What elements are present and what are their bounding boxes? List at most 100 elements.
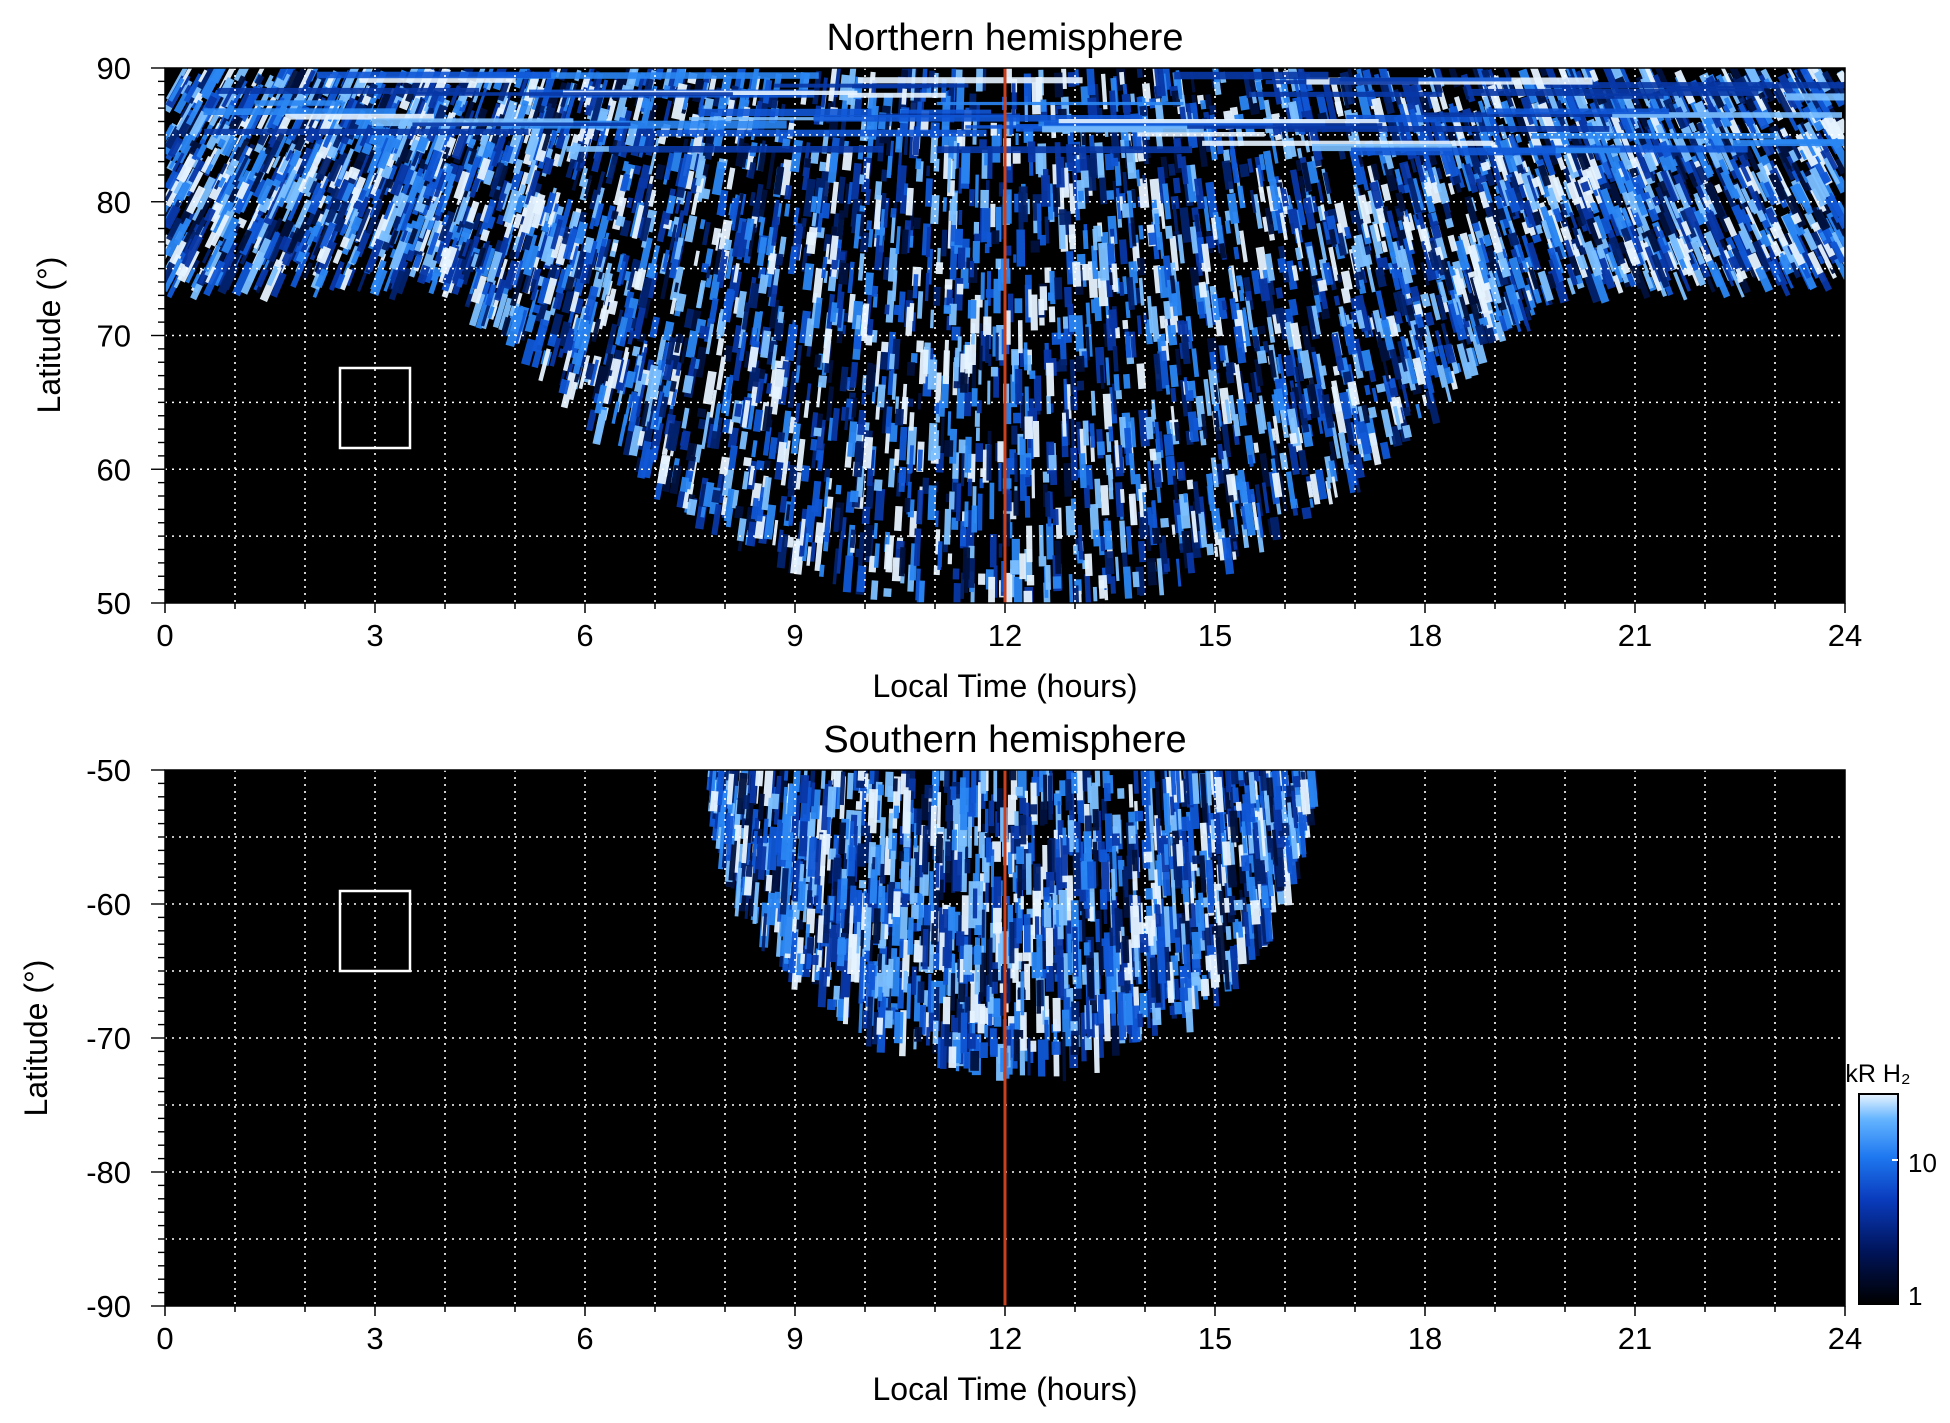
emission-streak: [949, 245, 958, 281]
emission-streak: [1044, 492, 1051, 517]
emission-streak: [601, 272, 613, 302]
emission-streak: [1379, 441, 1391, 460]
emission-streak: [332, 249, 343, 265]
emission-streak: [1433, 346, 1440, 357]
emission-streak: [694, 358, 700, 370]
emission-streak: [998, 543, 1003, 558]
emission-streak: [890, 214, 896, 244]
emission-streak: [1395, 191, 1407, 213]
emission-streak: [940, 417, 945, 456]
emission-streak: [354, 94, 366, 111]
emission-streak: [1054, 72, 1064, 98]
emission-streak: [1271, 393, 1281, 424]
emission-streak: [1054, 540, 1062, 574]
emission-streak: [1056, 317, 1062, 340]
emission-streak: [1648, 149, 1659, 167]
emission-streak: [1688, 160, 1702, 184]
emission-streak: [913, 217, 921, 230]
emission-streak: [356, 154, 370, 179]
emission-streak: [1108, 487, 1114, 500]
emission-streak: [857, 532, 865, 567]
emission-streak: [1618, 264, 1630, 284]
emission-streak: [963, 392, 972, 417]
emission-streak: [1100, 485, 1110, 516]
emission-streak: [292, 147, 312, 181]
emission-streak: [1191, 348, 1200, 378]
emission-streak: [1380, 183, 1392, 202]
emission-streak: [1251, 269, 1263, 295]
emission-streak: [1259, 452, 1271, 488]
emission-streak: [818, 564, 825, 577]
emission-streak: [693, 346, 708, 378]
emission-streak: [579, 264, 591, 285]
emission-streak: [965, 362, 973, 374]
emission-streak: [1254, 358, 1264, 387]
emission-streak: [1170, 456, 1175, 469]
emission-streak: [1835, 118, 1845, 135]
emission-streak: [496, 214, 506, 226]
emission-streak: [1428, 351, 1441, 378]
emission-streak: [1357, 420, 1373, 455]
emission-streak: [1296, 147, 1303, 159]
emission-streak: [1367, 406, 1378, 419]
emission-streak: [1275, 287, 1284, 299]
emission-streak: [917, 449, 923, 472]
emission-streak: [1098, 579, 1105, 599]
emission-streak: [1122, 83, 1128, 95]
emission-streak: [1397, 361, 1411, 385]
emission-streak: [1175, 348, 1182, 376]
emission-streak: [1514, 133, 1523, 144]
emission-streak: [975, 427, 980, 442]
emission-streak: [1330, 421, 1341, 459]
emission-streak: [1029, 398, 1035, 415]
emission-streak: [873, 479, 883, 492]
emission-streak: [1175, 558, 1182, 587]
emission-streak: [1123, 373, 1131, 389]
emission-streak: [943, 508, 952, 545]
emission-streak: [1016, 229, 1026, 267]
emission-streak: [856, 565, 867, 593]
emission-streak: [1149, 448, 1157, 461]
emission-streak: [271, 155, 281, 169]
emission-streak: [1018, 191, 1024, 230]
emission-streak: [1137, 178, 1150, 209]
emission-streak: [1024, 386, 1030, 417]
emission-streak: [1479, 237, 1491, 267]
emission-streak: [784, 203, 791, 217]
emission-streak: [968, 189, 975, 207]
emission-streak: [880, 341, 889, 353]
emission-streak: [1257, 325, 1266, 335]
emission-streak: [1132, 571, 1140, 588]
emission-streak: [1040, 175, 1051, 207]
emission-streak: [716, 356, 726, 391]
emission-streak: [766, 151, 776, 190]
emission-streak: [1204, 94, 1213, 110]
emission-streak: [958, 439, 966, 454]
emission-streak: [1402, 424, 1413, 439]
emission-streak: [1221, 420, 1232, 458]
emission-streak: [1030, 294, 1038, 331]
emission-streak: [810, 150, 820, 165]
emission-streak: [741, 471, 750, 490]
emission-streak: [1038, 524, 1044, 557]
emission-streak: [1064, 286, 1073, 308]
emission-streak: [1521, 160, 1529, 173]
emission-streak: [565, 363, 574, 380]
emission-streak: [716, 189, 729, 216]
emission-streak: [795, 344, 803, 371]
emission-streak: [1253, 371, 1261, 394]
emission-streak: [583, 175, 593, 199]
emission-streak: [814, 536, 824, 572]
emission-streak: [612, 196, 627, 231]
emission-streak: [514, 309, 528, 345]
emission-streak: [975, 443, 984, 462]
emission-streak: [980, 272, 985, 300]
emission-streak: [787, 485, 796, 498]
emission-streak: [942, 350, 950, 385]
emission-streak: [606, 205, 616, 221]
emission-streak: [1013, 490, 1019, 516]
emission-streak: [531, 349, 543, 369]
emission-streak: [1085, 326, 1091, 361]
emission-streak: [1065, 505, 1076, 536]
emission-streak: [1169, 364, 1179, 388]
